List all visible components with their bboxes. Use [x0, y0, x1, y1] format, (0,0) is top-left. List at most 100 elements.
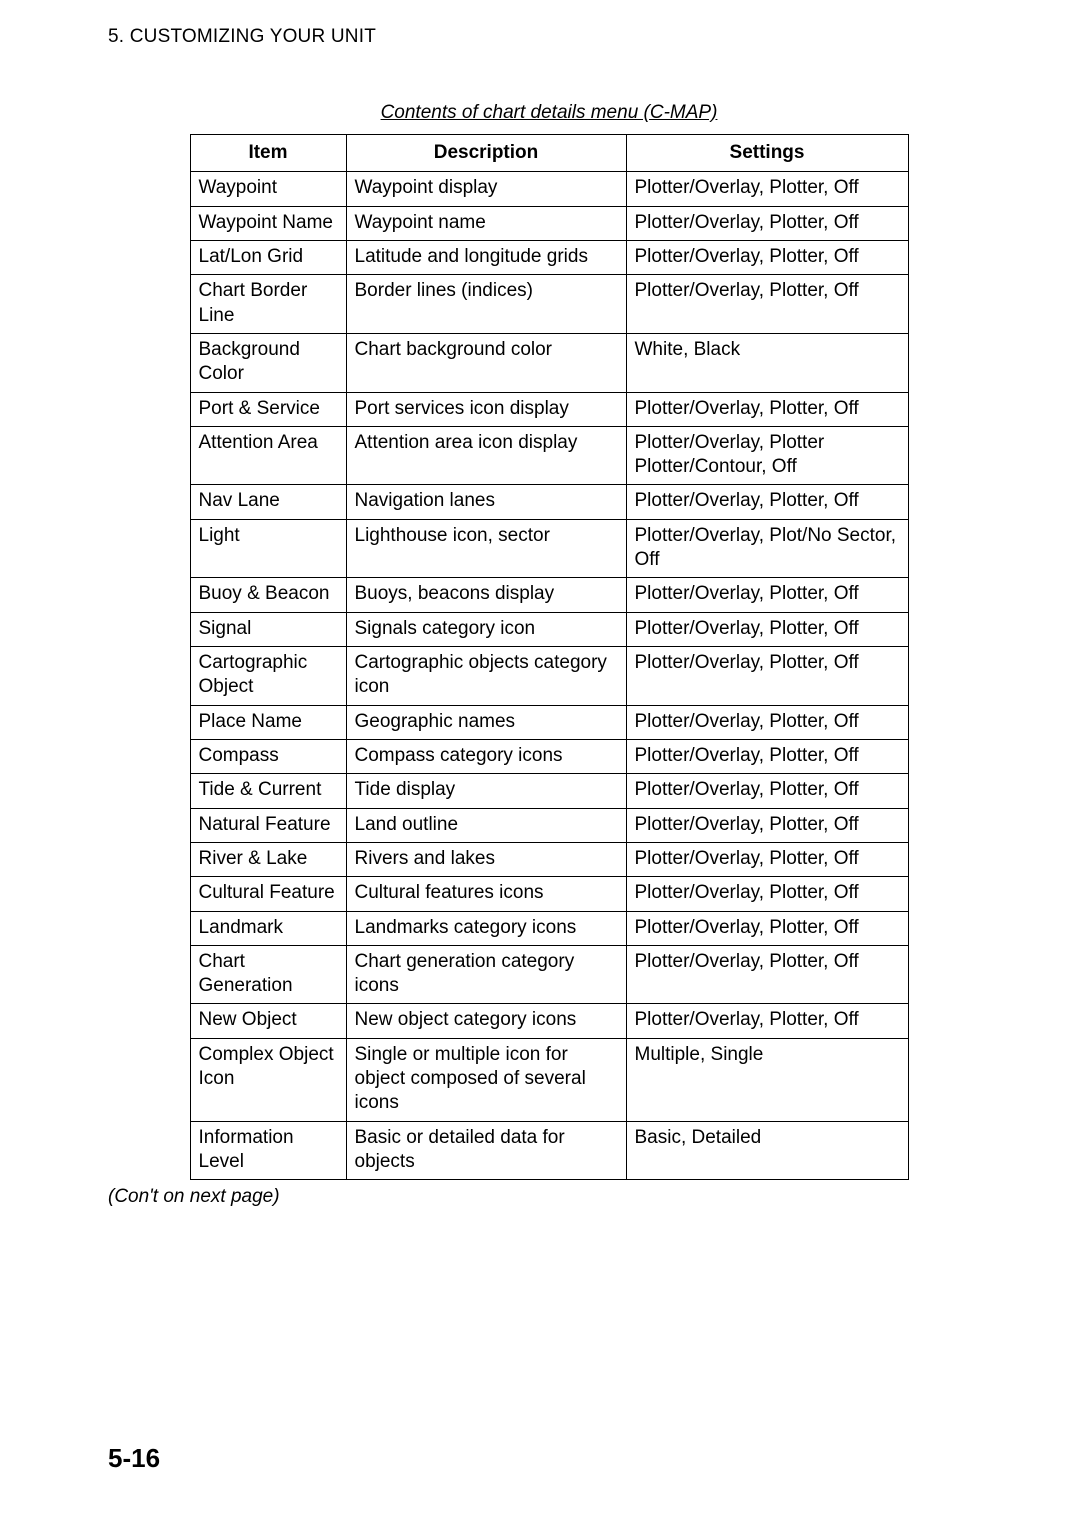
cell-item: Buoy & Beacon — [190, 578, 346, 612]
cell-description: Waypoint display — [346, 172, 626, 206]
cell-item: Compass — [190, 739, 346, 773]
col-header-description: Description — [346, 135, 626, 172]
cell-description: Geographic names — [346, 705, 626, 739]
cell-description: Port services icon display — [346, 392, 626, 426]
cell-item: Cultural Feature — [190, 877, 346, 911]
cell-description: Latitude and longitude grids — [346, 240, 626, 274]
table-row: Information LevelBasic or detailed data … — [190, 1121, 908, 1180]
table-row: Natural FeatureLand outlinePlotter/Overl… — [190, 808, 908, 842]
cell-description: Cartographic objects category icon — [346, 647, 626, 706]
cell-description: Land outline — [346, 808, 626, 842]
table-row: River & LakeRivers and lakesPlotter/Over… — [190, 842, 908, 876]
table-row: Waypoint NameWaypoint namePlotter/Overla… — [190, 206, 908, 240]
table-row: LandmarkLandmarks category iconsPlotter/… — [190, 911, 908, 945]
cell-item: Waypoint — [190, 172, 346, 206]
cell-description: Rivers and lakes — [346, 842, 626, 876]
cell-item: Complex Object Icon — [190, 1038, 346, 1121]
cell-item: Nav Lane — [190, 485, 346, 519]
table-row: Complex Object IconSingle or multiple ic… — [190, 1038, 908, 1121]
cell-description: Tide display — [346, 774, 626, 808]
cell-item: Attention Area — [190, 426, 346, 485]
cell-item: Cartographic Object — [190, 647, 346, 706]
cell-item: Chart Generation — [190, 945, 346, 1004]
cell-item: Signal — [190, 612, 346, 646]
cell-item: Landmark — [190, 911, 346, 945]
cell-description: Attention area icon display — [346, 426, 626, 485]
cell-settings: Plotter/Overlay, Plotter, Off — [626, 240, 908, 274]
table-body: WaypointWaypoint displayPlotter/Overlay,… — [190, 172, 908, 1180]
cell-settings: Plotter/Overlay, Plotter, Off — [626, 705, 908, 739]
section-header: 5. CUSTOMIZING YOUR UNIT — [108, 26, 990, 48]
cell-settings: Plotter/Overlay, Plotter, Off — [626, 842, 908, 876]
table-row: Attention AreaAttention area icon displa… — [190, 426, 908, 485]
cell-settings: Plotter/Overlay, Plotter, Off — [626, 1004, 908, 1038]
cell-item: Lat/Lon Grid — [190, 240, 346, 274]
table-row: Lat/Lon GridLatitude and longitude grids… — [190, 240, 908, 274]
table-row: Tide & CurrentTide displayPlotter/Overla… — [190, 774, 908, 808]
cell-settings: Plotter/Overlay, Plotter, Off — [626, 647, 908, 706]
table-row: Cartographic ObjectCartographic objects … — [190, 647, 908, 706]
cell-description: Basic or detailed data for objects — [346, 1121, 626, 1180]
table-row: WaypointWaypoint displayPlotter/Overlay,… — [190, 172, 908, 206]
table-row: Chart GenerationChart generation categor… — [190, 945, 908, 1004]
cell-item: River & Lake — [190, 842, 346, 876]
cell-settings: Basic, Detailed — [626, 1121, 908, 1180]
cell-description: Waypoint name — [346, 206, 626, 240]
cell-settings: Plotter/Overlay, Plotter, Off — [626, 877, 908, 911]
cell-settings: Plotter/Overlay, Plotter, Off — [626, 206, 908, 240]
cell-description: Compass category icons — [346, 739, 626, 773]
cell-settings: Plotter/Overlay, Plotter, Off — [626, 808, 908, 842]
table-title: Contents of chart details menu (C-MAP) — [108, 102, 990, 124]
cell-settings: Plotter/Overlay, Plotter, Off — [626, 612, 908, 646]
table-row: Chart Border LineBorder lines (indices)P… — [190, 275, 908, 334]
cell-settings: Plotter/Overlay, Plotter, Off — [626, 578, 908, 612]
chart-details-table: Item Description Settings WaypointWaypoi… — [190, 134, 909, 1180]
table-container: Item Description Settings WaypointWaypoi… — [108, 134, 990, 1180]
cell-settings: Plotter/Overlay, Plotter, Off — [626, 275, 908, 334]
table-row: Background ColorChart background colorWh… — [190, 333, 908, 392]
table-row: Nav LaneNavigation lanesPlotter/Overlay,… — [190, 485, 908, 519]
cell-item: Background Color — [190, 333, 346, 392]
table-row: Cultural FeatureCultural features iconsP… — [190, 877, 908, 911]
cell-description: Border lines (indices) — [346, 275, 626, 334]
cell-description: Landmarks category icons — [346, 911, 626, 945]
table-row: New ObjectNew object category iconsPlott… — [190, 1004, 908, 1038]
cell-settings: Plotter/Overlay, Plotter, Off — [626, 739, 908, 773]
page-number: 5-16 — [108, 1443, 160, 1474]
cell-item: Natural Feature — [190, 808, 346, 842]
table-row: Place NameGeographic namesPlotter/Overla… — [190, 705, 908, 739]
table-row: LightLighthouse icon, sectorPlotter/Over… — [190, 519, 908, 578]
cell-description: New object category icons — [346, 1004, 626, 1038]
cell-settings: Plotter/Overlay, Plotter, Off — [626, 172, 908, 206]
cell-settings: Plotter/Overlay, Plotter, Off — [626, 911, 908, 945]
table-header-row: Item Description Settings — [190, 135, 908, 172]
cell-settings: Plotter/Overlay, Plotter, Off — [626, 392, 908, 426]
cell-description: Chart generation category icons — [346, 945, 626, 1004]
cell-description: Cultural features icons — [346, 877, 626, 911]
cell-item: Place Name — [190, 705, 346, 739]
cell-item: Waypoint Name — [190, 206, 346, 240]
cell-description: Signals category icon — [346, 612, 626, 646]
cell-item: Tide & Current — [190, 774, 346, 808]
cell-settings: White, Black — [626, 333, 908, 392]
cell-settings: Plotter/Overlay, Plot/No Sector, Off — [626, 519, 908, 578]
cell-settings: Plotter/Overlay, Plotter, Off — [626, 774, 908, 808]
cell-item: Information Level — [190, 1121, 346, 1180]
continued-note: (Con't on next page) — [108, 1186, 990, 1208]
table-row: SignalSignals category iconPlotter/Overl… — [190, 612, 908, 646]
cell-settings: Multiple, Single — [626, 1038, 908, 1121]
table-row: CompassCompass category iconsPlotter/Ove… — [190, 739, 908, 773]
cell-settings: Plotter/Overlay, Plotter, Off — [626, 945, 908, 1004]
document-page: 5. CUSTOMIZING YOUR UNIT Contents of cha… — [0, 0, 1080, 1528]
cell-description: Chart background color — [346, 333, 626, 392]
cell-item: Light — [190, 519, 346, 578]
table-row: Port & ServicePort services icon display… — [190, 392, 908, 426]
cell-description: Buoys, beacons display — [346, 578, 626, 612]
table-row: Buoy & BeaconBuoys, beacons displayPlott… — [190, 578, 908, 612]
cell-settings: Plotter/Overlay, Plotter, Off — [626, 485, 908, 519]
cell-description: Navigation lanes — [346, 485, 626, 519]
col-header-item: Item — [190, 135, 346, 172]
cell-description: Single or multiple icon for object compo… — [346, 1038, 626, 1121]
cell-item: Port & Service — [190, 392, 346, 426]
col-header-settings: Settings — [626, 135, 908, 172]
